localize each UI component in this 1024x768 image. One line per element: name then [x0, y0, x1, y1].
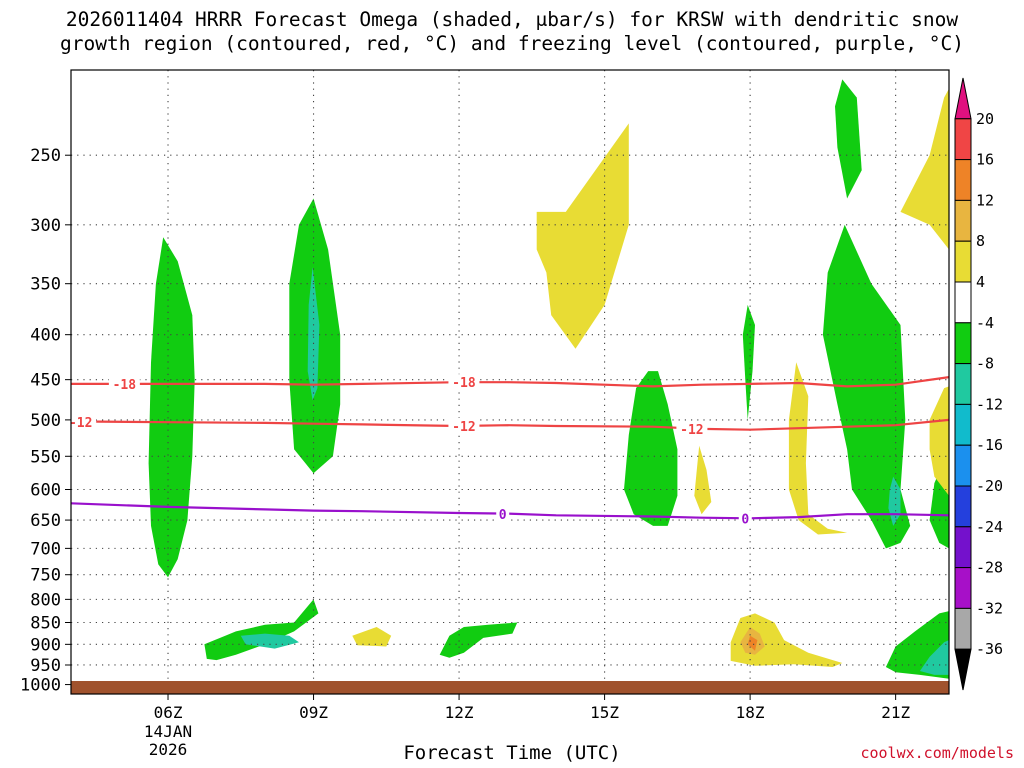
colorbar-band-4	[954, 240, 972, 283]
contour-label-bg	[448, 417, 480, 433]
contour-label: -18	[452, 376, 476, 391]
chart-title-line-2: growth region (contoured, red, °C) and f…	[60, 32, 964, 55]
contour-line-1	[70, 418, 950, 431]
colorbar-band-11	[954, 526, 972, 569]
colorbar-label: -16	[976, 436, 1003, 454]
y-tick-label: 650	[30, 511, 61, 531]
colorbar-label: -20	[976, 477, 1003, 495]
omega-region-4	[240, 633, 299, 649]
colorbar-label: -4	[976, 314, 994, 332]
colorbar-label: 4	[976, 273, 985, 291]
colorbar-top-triangle	[954, 77, 972, 120]
contour-label: -12	[680, 423, 703, 438]
chart-title-line-1: 2026011404 HRRR Forecast Omega (shaded, …	[65, 8, 959, 31]
y-tick-label: 400	[30, 326, 61, 346]
colorbar-label: 8	[976, 232, 985, 250]
plot-frame	[70, 69, 950, 695]
y-tick-label: 450	[30, 371, 61, 391]
omega-region-5	[352, 627, 392, 647]
colorbar-band-12	[954, 567, 972, 609]
omega-region-9	[694, 445, 712, 515]
contour-label: -12	[452, 420, 475, 435]
colorbar-band-5	[954, 281, 972, 324]
y-tick-label: 1000	[20, 676, 61, 696]
y-tick-label: 750	[30, 566, 61, 586]
omega-region-11	[788, 362, 848, 535]
colorbar-label: 20	[976, 110, 994, 128]
y-tick-label: 850	[30, 614, 61, 634]
colorbar-label: -24	[976, 518, 1003, 536]
y-tick-label: 900	[30, 635, 61, 655]
contour-label-bg	[676, 420, 708, 436]
y-tick-label: 600	[30, 481, 61, 501]
colorbar-band-1	[954, 118, 972, 161]
y-tick-label: 500	[30, 411, 61, 431]
x-tick-year: 2026	[149, 740, 188, 759]
colorbar-label: 12	[976, 191, 994, 209]
colorbar-band-9	[954, 444, 972, 487]
colorbar-band-7	[954, 363, 972, 405]
omega-region-6	[439, 622, 518, 658]
y-tick-label: 950	[30, 656, 61, 676]
colorbar-band-3	[954, 199, 972, 242]
contour-label: 0	[741, 512, 749, 527]
omega-region-21	[900, 88, 949, 250]
contour-label-bg	[738, 510, 752, 526]
omega-region-3	[204, 599, 319, 661]
omega-region-15	[835, 79, 862, 199]
colorbar-band-2	[954, 159, 972, 201]
x-tick-date: 14JAN	[144, 722, 192, 741]
x-tick-label: 12Z	[445, 703, 474, 722]
omega-region-12	[730, 613, 843, 667]
colorbar-band-13	[954, 607, 972, 650]
contour-line-0	[71, 376, 950, 388]
colorbar-label: -32	[976, 599, 1003, 617]
x-tick-label: 18Z	[736, 703, 765, 722]
colorbar-label: -28	[976, 559, 1003, 577]
omega-region-20	[919, 640, 949, 675]
y-tick-label: 300	[30, 216, 61, 236]
colorbar-label: -8	[976, 355, 994, 373]
contour-label: -12	[69, 416, 92, 431]
y-tick-label: 550	[30, 447, 61, 467]
x-axis-label: Forecast Time (UTC)	[403, 742, 621, 764]
contour-label-bg	[65, 414, 97, 430]
ground-level-bar	[71, 681, 949, 694]
contour-label-bg	[108, 375, 140, 391]
contour-line-2	[70, 502, 950, 520]
y-tick-label: 700	[30, 539, 61, 559]
contour-label: -18	[113, 378, 137, 393]
contour-label: 0	[499, 508, 507, 523]
omega-region-14	[747, 635, 758, 651]
colorbar-label: -12	[976, 395, 1003, 413]
contour-label-bg	[448, 374, 480, 390]
colorbar-band-8	[954, 403, 972, 446]
omega-region-8	[624, 371, 678, 526]
omega-region-22	[929, 386, 949, 496]
omega-region-2	[307, 267, 320, 401]
colorbar-band-10	[954, 485, 972, 528]
omega-region-7	[536, 123, 629, 349]
y-tick-label: 800	[30, 590, 61, 610]
omega-region-10	[742, 304, 755, 420]
x-tick-label: 21Z	[881, 703, 910, 722]
colorbar-label: 16	[976, 151, 994, 169]
y-tick-label: 250	[30, 146, 61, 166]
x-tick-label: 15Z	[590, 703, 619, 722]
colorbar-label: -36	[976, 640, 1003, 658]
x-tick-label: 09Z	[299, 703, 328, 722]
omega-region-0	[148, 237, 195, 578]
x-tick-label: 06Z	[154, 703, 183, 722]
contour-label-bg	[496, 506, 510, 522]
colorbar-bottom-triangle	[954, 648, 972, 691]
colorbar-band-6	[954, 322, 972, 365]
source-credit: coolwx.com/models	[860, 744, 1014, 762]
y-tick-label: 350	[30, 275, 61, 295]
